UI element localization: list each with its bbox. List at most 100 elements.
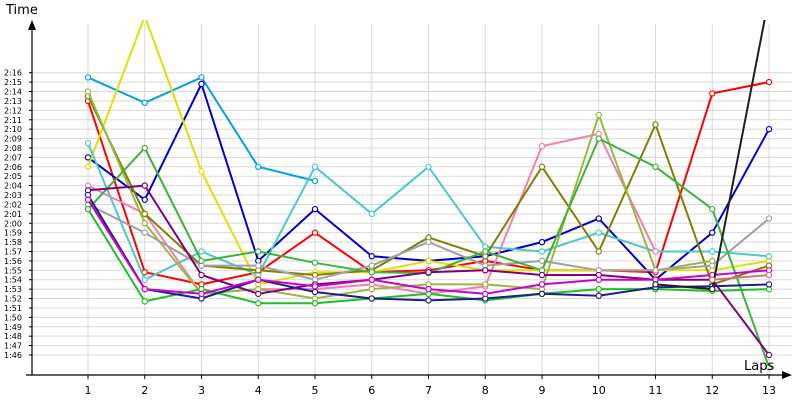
data-point <box>595 276 602 283</box>
series-group <box>84 196 773 298</box>
data-point <box>538 238 546 246</box>
data-point <box>709 90 716 97</box>
data-point <box>311 288 319 296</box>
data-point <box>311 259 319 266</box>
y-tick-label: 2:02 <box>4 200 22 209</box>
data-point <box>311 177 319 185</box>
y-tick-label: 2:16 <box>4 69 22 78</box>
y-tick-label: 2:14 <box>4 88 22 97</box>
data-point <box>538 271 546 279</box>
y-tick-label: 2:07 <box>4 153 22 162</box>
y-tick-label: 2:06 <box>4 163 22 172</box>
data-point <box>425 257 432 265</box>
y-tick-label: 1:59 <box>4 229 22 238</box>
data-point <box>595 111 602 119</box>
data-point <box>141 144 148 152</box>
data-point <box>141 229 148 236</box>
y-tick-label: 2:13 <box>4 97 22 106</box>
x-tick-label: 4 <box>255 384 262 397</box>
data-point <box>595 285 602 293</box>
y-tick-label: 2:05 <box>4 172 22 181</box>
data-point <box>538 163 546 170</box>
y-tick-label: 2:08 <box>4 144 22 153</box>
y-tick-label: 2:12 <box>4 106 22 115</box>
x-tick-label: 7 <box>425 384 432 397</box>
y-tick-label: 1:51 <box>4 304 22 313</box>
data-point <box>198 257 205 265</box>
data-point <box>709 248 716 255</box>
data-point <box>368 285 375 293</box>
data-point <box>709 262 716 269</box>
data-point <box>198 74 205 81</box>
x-tick-label: 3 <box>198 384 205 397</box>
data-point <box>652 121 659 128</box>
data-point <box>538 257 546 265</box>
data-point <box>84 88 92 95</box>
x-tick-label: 8 <box>482 384 489 397</box>
data-point <box>255 300 262 307</box>
y-tick-label: 1:48 <box>4 332 22 341</box>
data-point <box>141 99 148 107</box>
data-point <box>368 268 375 276</box>
data-point <box>482 281 489 288</box>
data-point <box>255 262 262 269</box>
y-tick-label: 1:54 <box>4 276 22 285</box>
data-point <box>84 140 92 147</box>
y-tick-label: 1:50 <box>4 313 22 322</box>
series-lines <box>84 20 773 371</box>
y-tick-label: 2:09 <box>4 135 22 144</box>
data-point <box>425 163 432 170</box>
data-point <box>765 271 773 279</box>
data-point <box>84 74 92 81</box>
x-tick-label: 9 <box>539 384 546 397</box>
x-axis-arrow <box>782 371 792 379</box>
y-tick-label: 2:04 <box>4 182 22 191</box>
x-tick-label: 11 <box>649 384 663 397</box>
data-point <box>255 248 262 255</box>
data-point <box>84 205 92 213</box>
data-point <box>652 163 659 170</box>
axes <box>26 20 792 379</box>
data-point <box>482 267 489 274</box>
data-point <box>425 285 432 293</box>
data-point <box>765 215 773 222</box>
data-point <box>84 163 92 170</box>
series-group <box>84 74 319 185</box>
data-point <box>765 351 773 359</box>
data-point <box>84 196 92 203</box>
tick-labels: 1:461:471:481:491:501:511:521:531:541:55… <box>4 69 776 397</box>
data-point <box>425 297 432 304</box>
series-line <box>87 91 713 300</box>
data-point <box>709 229 716 236</box>
data-point <box>311 163 319 170</box>
data-point <box>141 298 148 305</box>
data-point <box>709 285 716 293</box>
data-point <box>141 210 148 218</box>
data-point <box>595 292 602 299</box>
data-point <box>311 300 319 307</box>
series-group <box>709 271 773 283</box>
data-point <box>255 290 262 298</box>
y-tick-label: 2:01 <box>4 210 22 219</box>
y-tick-label: 2:11 <box>4 116 22 125</box>
y-tick-label: 1:49 <box>4 323 22 332</box>
y-tick-label: 2:10 <box>4 125 22 134</box>
data-point <box>368 210 375 218</box>
data-point <box>368 262 375 269</box>
data-point <box>765 125 773 133</box>
data-point <box>198 80 205 88</box>
data-point <box>198 271 205 279</box>
y-tick-label: 2:15 <box>4 78 22 87</box>
data-point <box>765 364 773 371</box>
y-tick-label: 1:47 <box>4 342 22 351</box>
data-point <box>652 248 659 255</box>
data-point <box>765 252 773 260</box>
data-point <box>652 267 659 274</box>
data-point <box>311 229 319 236</box>
x-tick-label: 5 <box>312 384 319 397</box>
data-point <box>595 135 602 142</box>
x-tick-label: 1 <box>85 384 92 397</box>
x-tick-label: 2 <box>141 384 148 397</box>
data-point <box>368 252 375 260</box>
